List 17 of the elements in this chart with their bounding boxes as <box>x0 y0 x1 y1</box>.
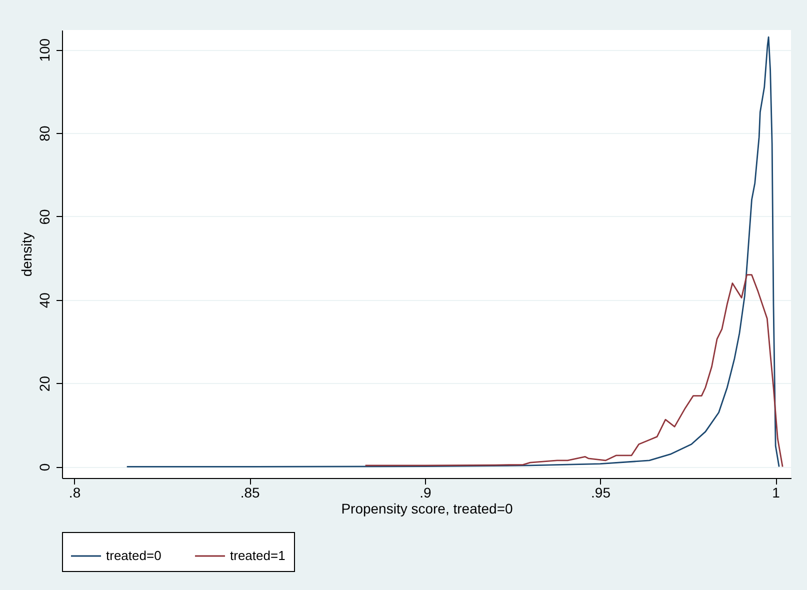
y-axis-title: density <box>18 232 34 277</box>
y-tick-label: 60 <box>36 208 52 225</box>
y-tick-label: 20 <box>36 376 52 392</box>
y-tick-label: 100 <box>36 38 52 62</box>
y-tick-label: 0 <box>36 463 52 472</box>
x-tick-label: .85 <box>240 484 260 500</box>
x-tick-label: .9 <box>420 484 432 500</box>
line-series <box>364 274 784 468</box>
y-tick-label: 80 <box>36 126 52 142</box>
line-series <box>126 36 780 468</box>
x-tick-label: 1 <box>772 484 780 500</box>
y-tick-label: 40 <box>36 292 52 308</box>
legend-label: treated=1 <box>230 548 286 563</box>
x-tick-label: .95 <box>591 484 611 500</box>
x-tick-label: .8 <box>68 484 81 500</box>
legend-label: treated=0 <box>106 548 162 563</box>
x-axis-title: Propensity score, treated=0 <box>341 500 514 516</box>
